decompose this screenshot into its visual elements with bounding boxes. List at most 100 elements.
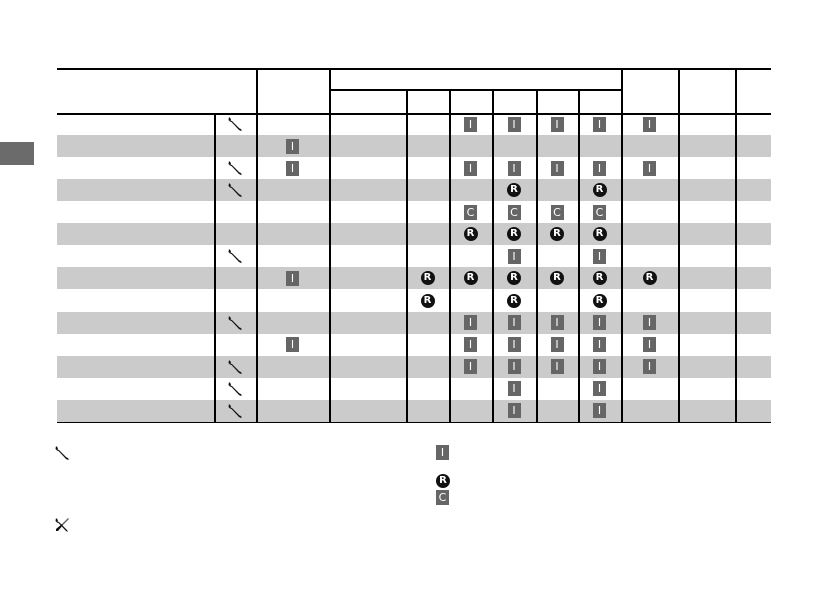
inspect-symbol: I [286,160,299,176]
schedule-cell: R [492,267,536,289]
inspect-symbol: I [550,160,564,176]
replace-symbol: R [592,293,607,308]
wrench-screwdriver-icon [54,517,70,537]
schedule-cell: I [256,135,329,157]
inspect-symbol: I [593,116,606,132]
schedule-cell: I [578,356,621,378]
inspect-symbol: I [643,337,656,353]
inspect-symbol: I [464,315,477,331]
section-tab [0,142,34,165]
column-divider [329,68,331,422]
clean-symbol: C [507,204,521,220]
inspect-symbol: I [507,337,521,353]
schedule-cell: I [578,245,621,267]
column-divider [735,68,737,422]
inspect-symbol: I [507,381,521,397]
schedule-cell: R [406,267,449,289]
schedule-cell: I [449,334,492,356]
schedule-cell: I [492,113,536,135]
schedule-cell: I [492,378,536,400]
inspect-symbol: I [507,160,521,176]
inspect-symbol: I [464,337,477,353]
schedule-cell: I [578,113,621,135]
header-sub-rule [329,89,621,91]
schedule-cell: I [536,334,578,356]
schedule-cell: R [536,267,578,289]
wrench-icon [214,356,256,378]
replace-symbol: R [592,271,607,286]
inspect-symbol: I [464,160,477,176]
schedule-cell: I [621,334,678,356]
wrench-icon [214,312,256,334]
schedule-cell: R [536,223,578,245]
inspect-symbol: I [464,359,477,375]
schedule-cell: I [621,356,678,378]
inspect-symbol: I [464,116,477,132]
inspect-symbol: I [507,116,521,132]
schedule-cell: I [578,157,621,179]
inspect-symbol: I [550,337,564,353]
schedule-cell: I [536,312,578,334]
replace-symbol: R [420,271,435,286]
schedule-cell: I [536,113,578,135]
column-divider [578,89,580,422]
schedule-cell: R [578,223,621,245]
wrench-icon [214,245,256,267]
schedule-cell: C [578,201,621,223]
inspect-symbol: I [643,359,656,375]
column-divider [406,89,408,422]
column-divider [492,89,494,422]
inspect-symbol: I [643,315,656,331]
schedule-cell: R [449,267,492,289]
schedule-cell: R [449,223,492,245]
wrench-icon [54,445,70,465]
schedule-cell: R [492,179,536,201]
column-divider [449,89,451,422]
legend-replace-symbol: R [436,474,450,488]
schedule-cell: I [492,356,536,378]
inspect-symbol: I [643,160,656,176]
inspect-symbol: I [593,315,606,331]
replace-symbol: R [463,227,478,242]
table-bottom-rule [57,421,771,424]
schedule-cell: I [449,312,492,334]
schedule-cell: R [578,267,621,289]
replace-symbol: R [550,227,564,242]
inspect-symbol: I [507,248,521,264]
schedule-cell: R [406,290,449,312]
column-divider [621,68,623,422]
schedule-cell: I [492,312,536,334]
legend-clean-symbol: C [436,490,449,505]
inspect-symbol: I [507,359,521,375]
clean-symbol: C [550,204,564,220]
wrench-icon [214,378,256,400]
table-top-rule [57,68,771,70]
replace-symbol: R [592,183,607,198]
schedule-cell: I [492,245,536,267]
schedule-cell: C [449,201,492,223]
inspect-symbol: I [593,381,606,397]
inspect-symbol: I [643,116,656,132]
inspect-symbol: I [593,160,606,176]
inspect-symbol: I [593,359,606,375]
schedule-cell: I [256,334,329,356]
column-divider [256,68,258,422]
schedule-cell: I [578,400,621,422]
schedule-cell: I [492,400,536,422]
column-divider [536,89,538,422]
schedule-cell: I [578,334,621,356]
inspect-symbol: I [550,359,564,375]
inspect-symbol: I [286,337,299,353]
schedule-cell: I [256,157,329,179]
schedule-cell: I [256,267,329,289]
schedule-cell: I [492,157,536,179]
